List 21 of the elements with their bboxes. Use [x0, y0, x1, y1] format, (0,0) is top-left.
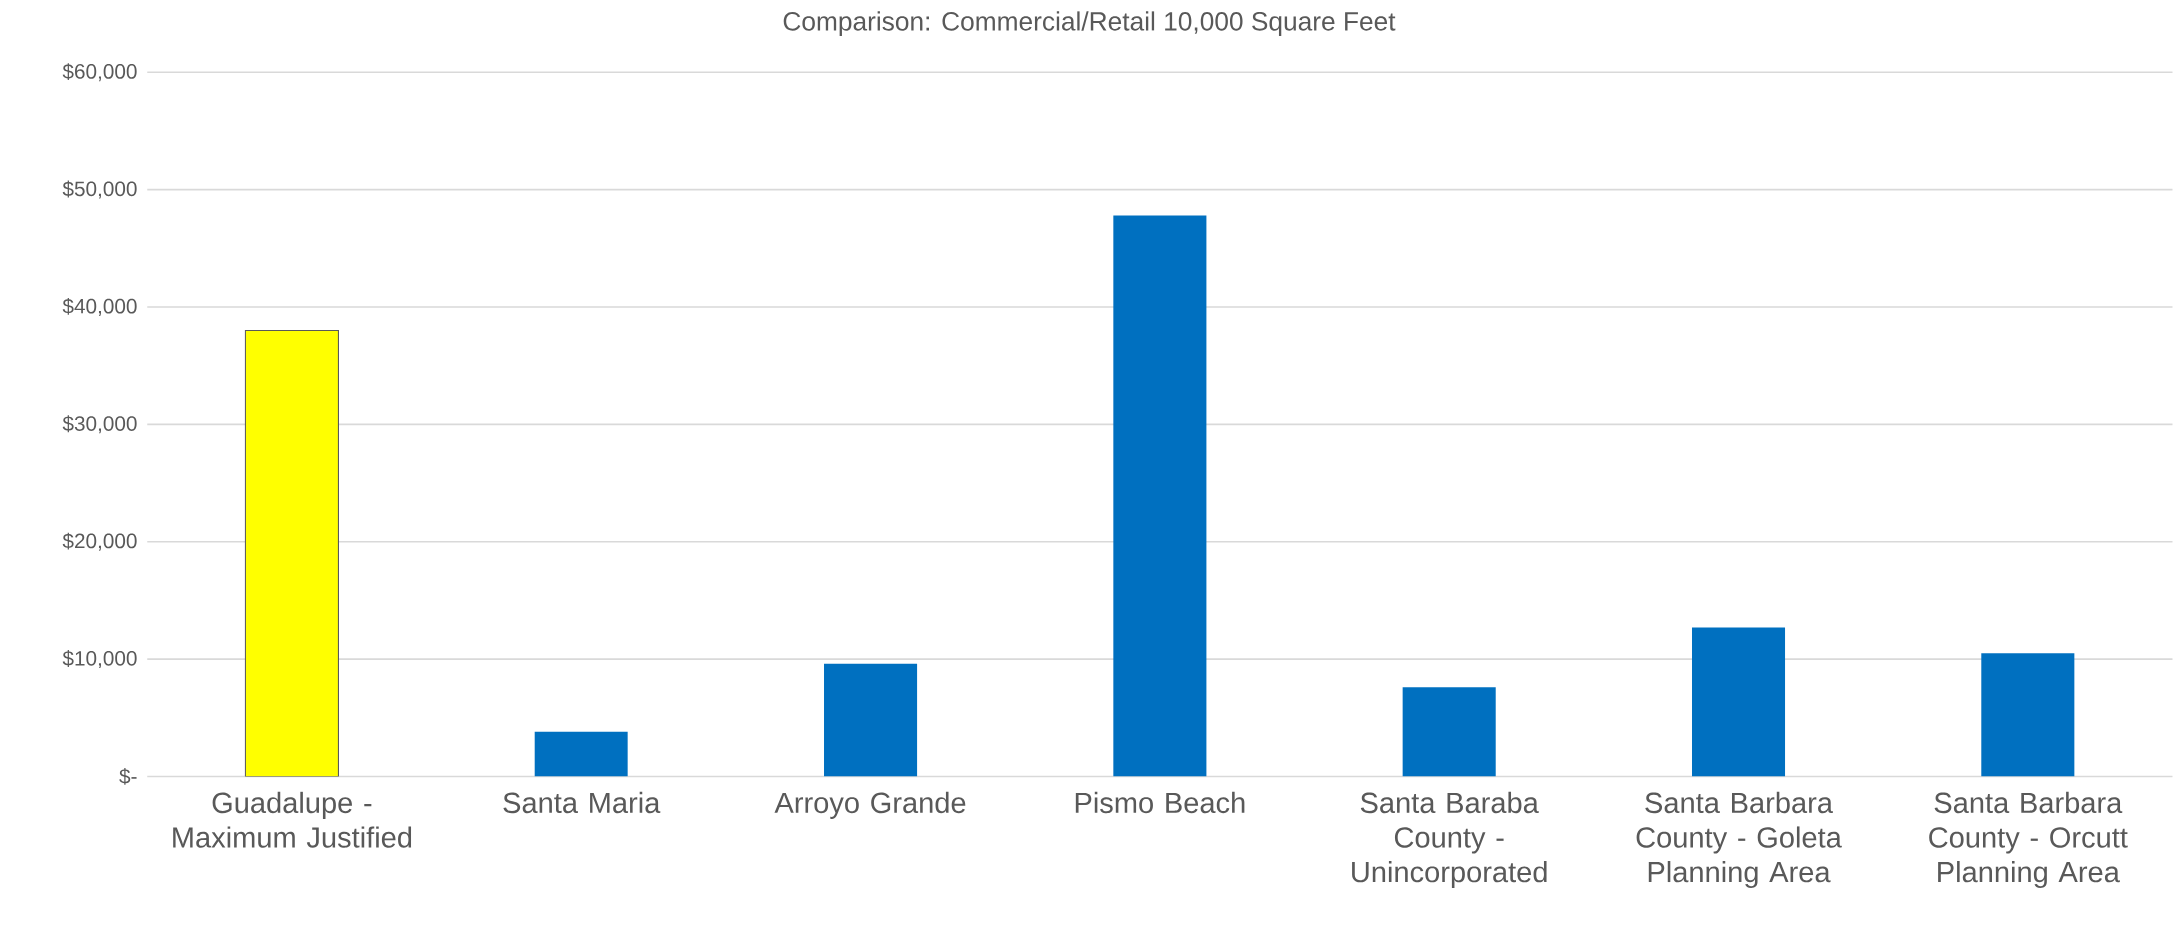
y-tick-label: $50,000 [62, 180, 137, 199]
bar [1691, 627, 1786, 777]
bar [824, 664, 918, 777]
y-tick-label: $10,000 [62, 650, 137, 669]
x-tick-label: Arroyo Grande [774, 792, 966, 820]
y-tick-label: $30,000 [62, 415, 137, 434]
y-tick-label: $- [119, 768, 137, 786]
bar [534, 732, 628, 777]
bar [1402, 687, 1496, 777]
chart-title: Comparison: Commercial/Retail 10,000 Square Feet [783, 11, 1396, 37]
x-tick-label: Santa Baraba County - Unincorporated [1352, 792, 1547, 889]
x-tick-label: Santa Barbara County - Goleta Planning Area [1636, 792, 1842, 889]
y-tick-label: $60,000 [62, 63, 137, 82]
x-tick-label: Pismo Beach [1075, 792, 1245, 814]
bar [1981, 653, 2075, 777]
y-tick-label: $40,000 [62, 298, 137, 317]
y-tick-label: $20,000 [62, 532, 137, 551]
x-tick-label: Santa Maria [503, 792, 661, 814]
x-tick-label: Guadalupe - Maximum Justified [173, 792, 412, 848]
bar [1113, 215, 1207, 777]
x-tick-label: Santa Barbara County - Orcutt Planning Area [1929, 792, 2128, 889]
